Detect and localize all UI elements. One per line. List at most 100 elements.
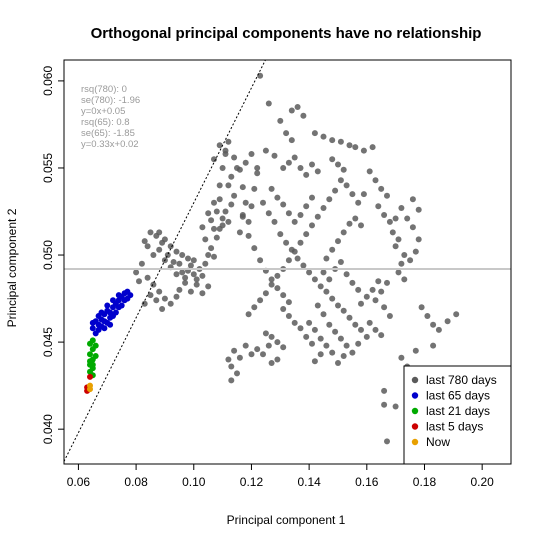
data-point [392,243,399,250]
data-point [208,245,215,252]
data-point [311,130,318,137]
data-point [219,165,226,171]
data-point [205,210,212,217]
data-point [187,288,194,295]
data-point [329,349,336,356]
data-point [156,288,163,295]
data-point [262,290,269,297]
data-point [185,255,191,262]
data-point [283,130,290,137]
legend-box [403,365,512,465]
data-point [329,137,336,144]
data-point [239,184,246,191]
series-1 [89,288,134,337]
x-tick-label: 0.06 [67,475,91,489]
data-point [337,177,344,184]
data-point [199,290,206,297]
data-point [303,171,310,178]
data-point [323,255,330,262]
data-point [444,318,451,325]
data-point [355,340,362,347]
data-point [311,326,318,333]
x-tick-label: 0.14 [297,475,321,489]
data-point [309,161,315,168]
data-point [300,112,307,119]
data-point [213,234,220,241]
data-point [236,166,243,173]
data-point [280,344,287,351]
data-point [409,196,416,203]
data-point [141,300,148,307]
data-point [164,252,171,258]
data-point [343,182,350,189]
data-point [89,319,96,326]
data-point [340,353,347,359]
data-point [173,248,180,255]
data-point [285,159,292,166]
data-point [141,238,148,245]
data-point [179,252,186,258]
plot-area-border [63,59,512,465]
data-point [355,199,362,206]
data-point [179,269,186,276]
data-point [297,212,304,218]
data-point [372,177,379,184]
data-point [291,248,298,255]
data-point [375,278,382,285]
data-point [92,330,99,337]
stat-line: se(65): -1.85 [81,128,135,139]
data-point [176,260,183,267]
data-point [311,276,318,283]
data-point [303,203,310,210]
data-point [314,168,321,175]
data-point [381,212,388,218]
data-point [285,299,292,306]
data-point [87,351,93,358]
data-point [268,185,275,192]
data-point [260,199,266,206]
series-0 [133,72,488,445]
data-point [314,302,321,309]
data-point [291,218,298,225]
data-point [372,297,379,304]
data-point [265,210,272,217]
data-point [92,353,99,359]
data-point [392,215,399,222]
y-tick-label: 0.040 [41,414,55,444]
data-point [309,194,315,201]
data-point [144,243,151,250]
data-point [118,302,125,309]
data-point [326,196,333,203]
data-point [167,300,174,307]
data-point [219,215,226,222]
data-point [297,239,304,246]
data-point [309,222,315,229]
data-point [245,311,252,318]
data-point [202,236,209,243]
data-point [401,276,408,283]
data-point [360,147,367,154]
data-point [381,401,388,408]
data-point [202,260,209,267]
data-point [392,403,399,410]
data-point [314,213,321,220]
data-point [291,154,298,161]
chart-title: Orthogonal principal components have no … [91,25,482,42]
data-point [216,182,223,189]
data-point [430,321,437,328]
data-point [335,360,341,366]
data-point [415,236,422,243]
data-point [101,318,108,325]
data-point [268,333,275,340]
data-point [381,304,388,311]
x-tick-label: 0.18 [413,475,437,489]
x-tick-label: 0.08 [124,475,148,489]
data-point [161,295,168,302]
data-point [369,286,376,293]
data-point [378,185,385,192]
data-point [424,313,431,319]
data-point [323,288,330,295]
data-point [173,293,180,300]
data-point [366,319,373,326]
